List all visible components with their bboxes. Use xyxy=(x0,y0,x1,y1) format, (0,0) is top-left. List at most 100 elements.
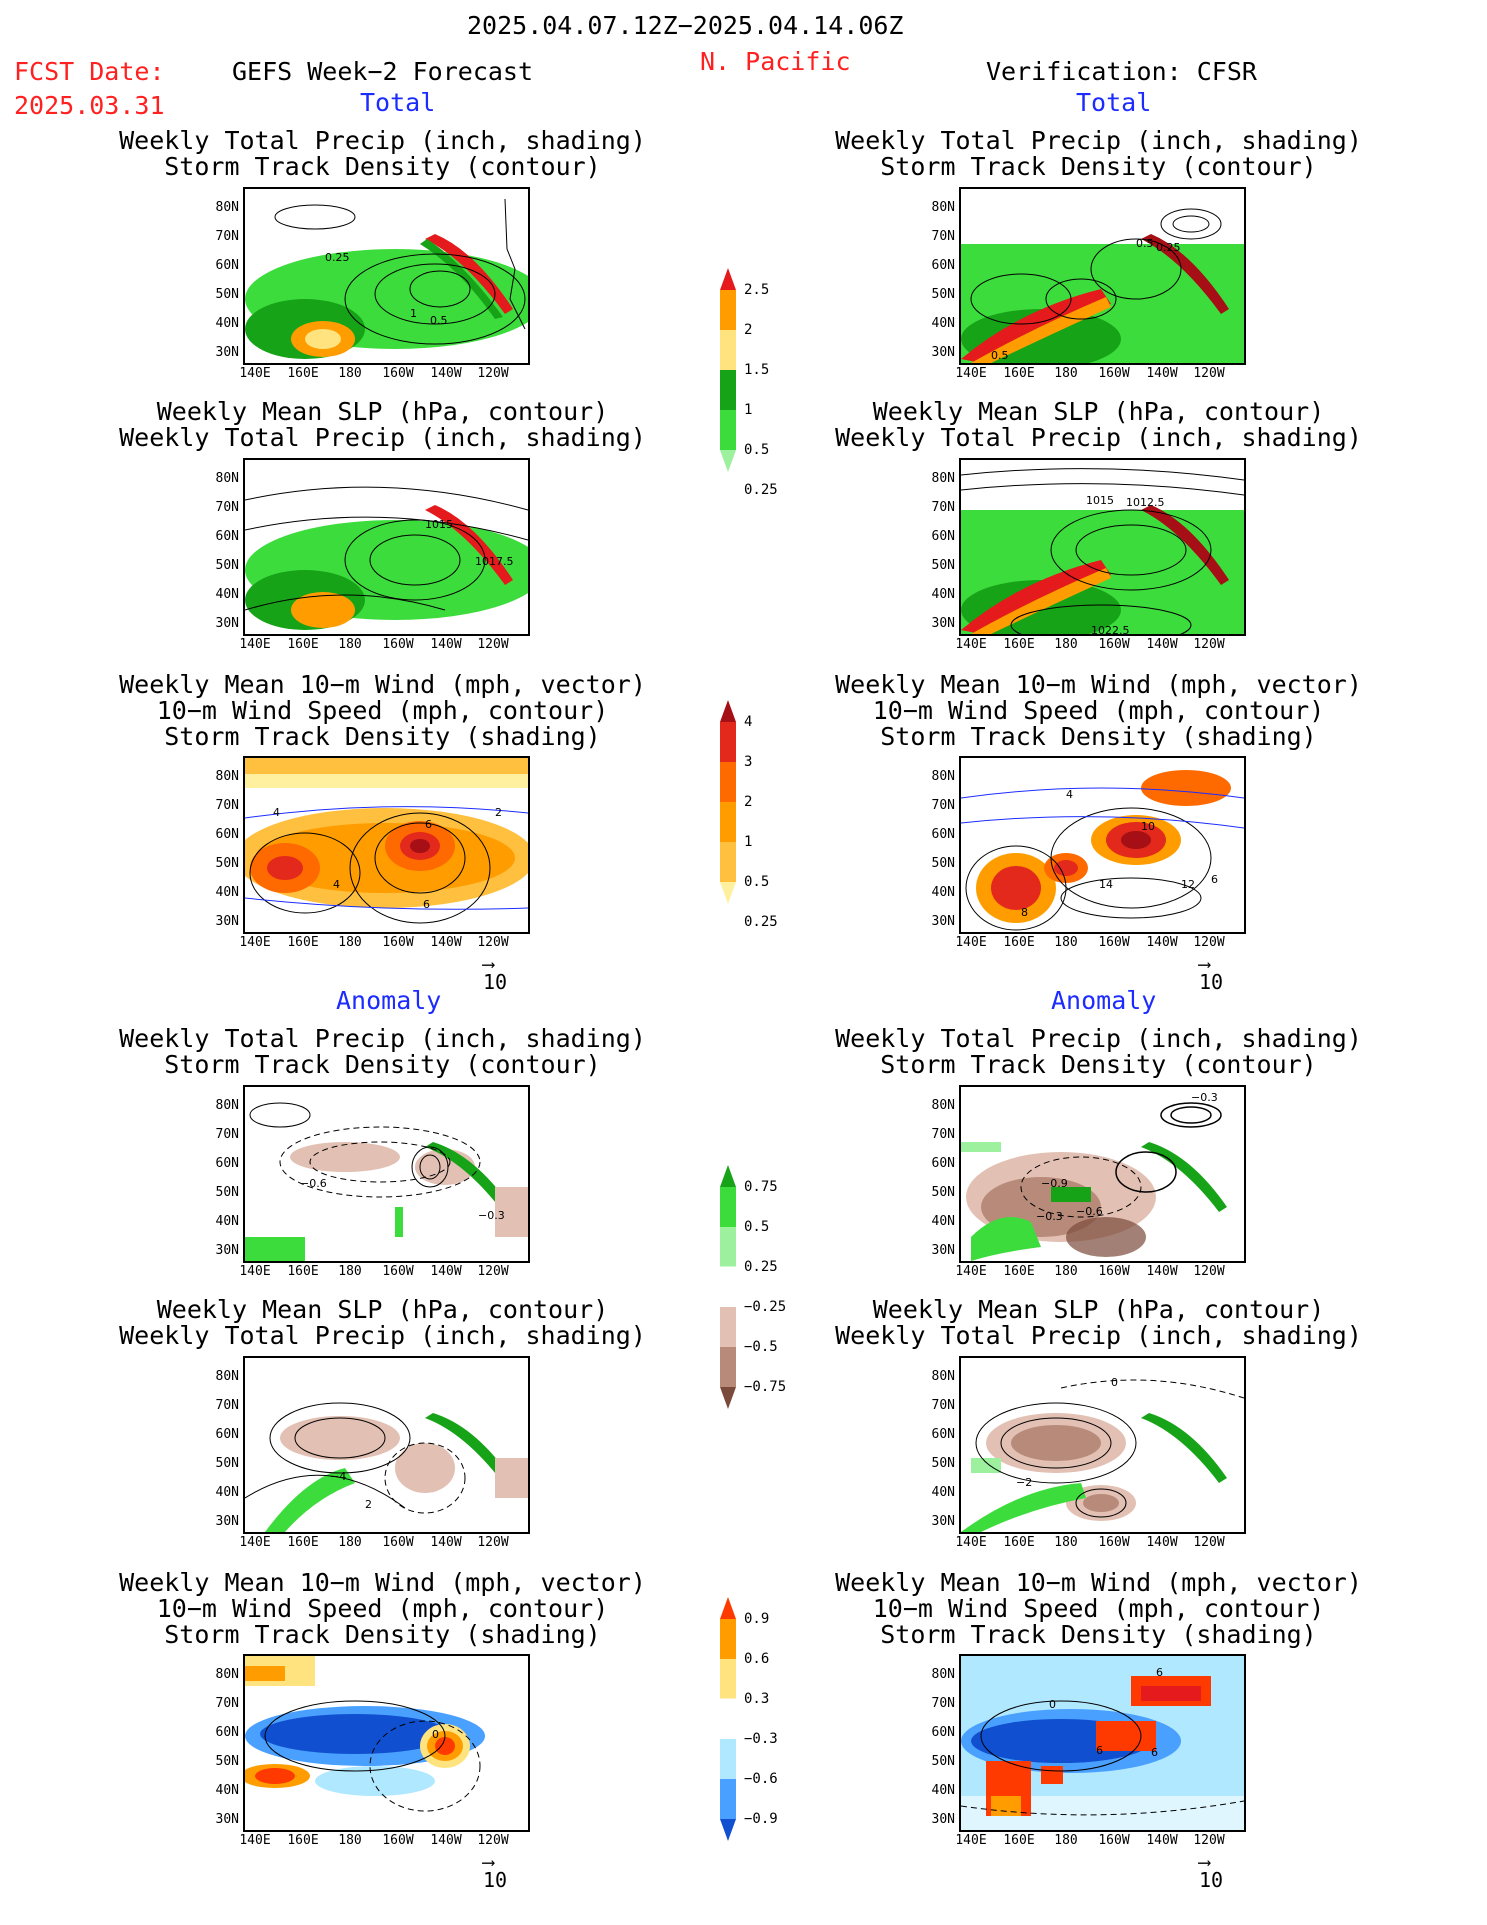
lon-tick-label: 120W xyxy=(1193,1264,1225,1279)
lat-tick-label: 50N xyxy=(931,1754,955,1769)
colorbar-swatch xyxy=(720,268,736,290)
fcst-date-label: FCST Date: xyxy=(14,57,165,86)
colorbar-swatch xyxy=(720,1779,736,1819)
contour-label: −0.6 xyxy=(1076,1205,1103,1218)
lat-tick-label: 50N xyxy=(931,558,955,573)
lat-tick-label: 80N xyxy=(215,1369,239,1384)
vector-reference: ⟶ 10 xyxy=(1199,1852,1224,1892)
lon-tick-label: 160W xyxy=(382,935,414,950)
colorbar-label: 0.25 xyxy=(744,914,778,930)
lat-tick-label: 80N xyxy=(215,200,239,215)
lat-tick-label: 30N xyxy=(931,1514,955,1529)
map-graphic: −0.6 −0.3 xyxy=(245,1102,528,1261)
map-cfsr-anom-wind-storm: 6 0 6 6 xyxy=(959,1654,1246,1832)
contour-label: −0.3 xyxy=(1036,1210,1063,1223)
vector-arrow-icon: ⟶ xyxy=(483,954,494,975)
contour-label: 10 xyxy=(1141,820,1155,833)
map-graphic: 4 10 14 12 6 8 xyxy=(961,770,1244,931)
lon-tick-label: 160E xyxy=(1003,366,1035,381)
lat-tick-label: 80N xyxy=(215,1667,239,1682)
colorbar-swatch xyxy=(720,1165,736,1187)
lon-tick-label: 160W xyxy=(382,1833,414,1848)
lat-tick-label: 50N xyxy=(931,856,955,871)
lat-tick-label: 30N xyxy=(215,345,239,360)
colorbar-swatch xyxy=(720,1187,736,1227)
lat-tick-label: 60N xyxy=(931,1156,955,1171)
contour-label: 8 xyxy=(1021,906,1028,919)
lat-tick-label: 50N xyxy=(215,558,239,573)
lon-tick-label: 140E xyxy=(239,1535,271,1550)
lon-tick-label: 180 xyxy=(338,1535,362,1550)
map-graphic: 0.5 0.25 0.5 xyxy=(961,208,1244,363)
contour-label: 1015 xyxy=(1086,494,1114,507)
colorbar-label: −0.3 xyxy=(744,1731,778,1747)
lon-tick-label: 180 xyxy=(338,1833,362,1848)
lat-tick-label: 70N xyxy=(931,500,955,515)
lat-tick-label: 80N xyxy=(215,769,239,784)
colorbar-swatch xyxy=(720,450,736,472)
lat-tick-label: 70N xyxy=(215,1127,239,1142)
lon-tick-label: 140E xyxy=(239,366,271,381)
lon-tick-label: 140E xyxy=(239,935,271,950)
contour-label: −0.3 xyxy=(478,1209,505,1222)
lat-tick-label: 60N xyxy=(215,1156,239,1171)
left-anomaly-label: Anomaly xyxy=(336,986,442,1015)
vector-reference: ⟶ 10 xyxy=(1199,954,1224,994)
lon-tick-label: 120W xyxy=(477,637,509,652)
panel-title: Weekly Mean 10−m Wind (mph, vector) 10−m … xyxy=(835,670,1362,751)
colorbar-label: 2 xyxy=(744,322,753,338)
lat-tick-label: 30N xyxy=(931,914,955,929)
lon-tick-label: 140W xyxy=(1146,366,1178,381)
lat-tick-label: 50N xyxy=(215,856,239,871)
panel-title: Weekly Mean SLP (hPa, contour) Weekly Tot… xyxy=(119,1295,646,1350)
lon-tick-label: 120W xyxy=(477,1535,509,1550)
lon-tick-label: 120W xyxy=(477,366,509,381)
lat-tick-label: 80N xyxy=(931,471,955,486)
contour-label: 12 xyxy=(1181,878,1195,891)
colorbar-swatch xyxy=(720,1698,737,1740)
lon-tick-label: 180 xyxy=(1054,637,1078,652)
lat-tick-label: 30N xyxy=(215,1243,239,1258)
colorbar-label: −0.9 xyxy=(744,1811,778,1827)
lat-tick-label: 60N xyxy=(215,258,239,273)
map-cfsr-anom-precip-storm: −0.3 −0.9 −0.3 −0.6 xyxy=(959,1085,1246,1263)
lon-tick-label: 140W xyxy=(1146,1264,1178,1279)
panel-title: Weekly Mean SLP (hPa, contour) Weekly Tot… xyxy=(835,1295,1362,1350)
colorbar-swatch xyxy=(720,842,736,882)
map-graphic: −0.3 −0.9 −0.3 −0.6 xyxy=(961,1091,1227,1261)
colorbar-graphic xyxy=(720,268,736,472)
contour-label: 1022.5 xyxy=(1091,624,1130,634)
lon-tick-label: 160W xyxy=(1098,1535,1130,1550)
panel-title: Weekly Total Precip (inch, shading) Storm… xyxy=(119,126,646,181)
colorbar-swatch xyxy=(720,1307,736,1347)
lat-tick-label: 50N xyxy=(931,1456,955,1471)
lon-tick-label: 160W xyxy=(382,1264,414,1279)
lon-tick-label: 140W xyxy=(430,1833,462,1848)
right-heading: Verification: CFSR xyxy=(986,57,1257,86)
lat-tick-label: 80N xyxy=(931,1098,955,1113)
contour-label: 6 xyxy=(1151,1746,1158,1759)
lon-tick-label: 140E xyxy=(955,1535,987,1550)
lat-tick-label: 60N xyxy=(931,1725,955,1740)
lon-tick-label: 180 xyxy=(1054,1535,1078,1550)
lon-tick-label: 160E xyxy=(1003,935,1035,950)
vector-arrow-icon: ⟶ xyxy=(1199,1852,1210,1873)
colorbar-swatch xyxy=(720,1597,736,1619)
vector-reference: ⟶ 10 xyxy=(483,1852,508,1892)
colorbar-label: 3 xyxy=(744,754,753,770)
colorbar-graphic xyxy=(720,700,736,904)
lat-tick-label: 80N xyxy=(215,1098,239,1113)
lon-tick-label: 140E xyxy=(239,1264,271,1279)
lon-tick-label: 140W xyxy=(430,935,462,950)
contour-label: 6 xyxy=(1156,1666,1163,1679)
lon-tick-label: 140E xyxy=(239,1833,271,1848)
colorbar-label: 0.25 xyxy=(744,1259,778,1275)
lat-tick-label: 70N xyxy=(931,1127,955,1142)
panel-title: Weekly Mean 10−m Wind (mph, vector) 10−m … xyxy=(119,1568,646,1649)
colorbar-label: 0.75 xyxy=(744,1179,778,1195)
right-anomaly-label: Anomaly xyxy=(1051,986,1157,1015)
lon-tick-label: 160E xyxy=(287,366,319,381)
panel-title: Weekly Total Precip (inch, shading) Storm… xyxy=(835,126,1362,181)
contour-label: 1 xyxy=(410,307,417,320)
lat-tick-label: 70N xyxy=(215,500,239,515)
